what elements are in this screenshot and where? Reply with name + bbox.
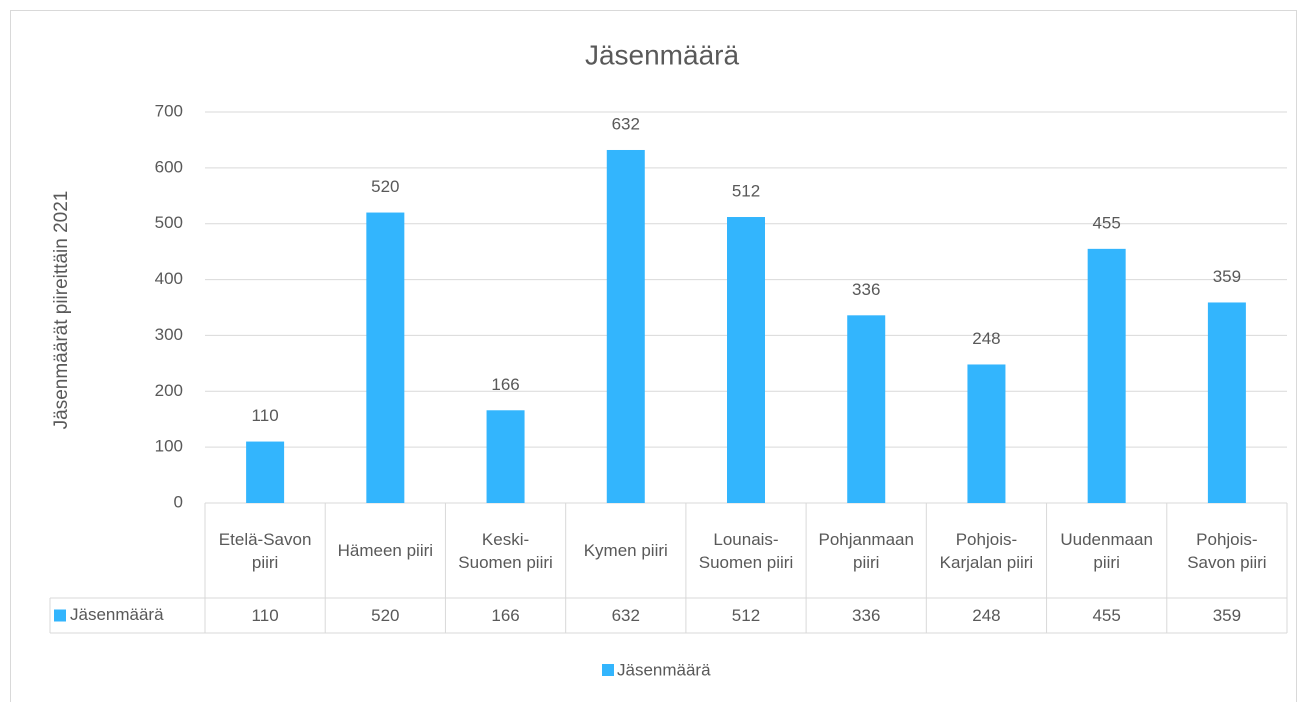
y-tick-label: 500 — [155, 213, 183, 232]
table-value: 248 — [972, 606, 1001, 625]
bar — [246, 441, 285, 503]
bar — [366, 212, 405, 504]
data-label: 512 — [732, 181, 760, 200]
data-label: 632 — [612, 114, 640, 133]
x-tick-label: Pohjois-Savon piiri — [1187, 529, 1267, 572]
table-value: 336 — [852, 606, 881, 625]
y-tick-label: 0 — [174, 492, 183, 511]
y-tick-label: 100 — [155, 437, 183, 456]
table-legend-key — [54, 609, 66, 622]
y-tick-label: 700 — [155, 101, 183, 120]
chart-border — [10, 10, 1297, 702]
data-label: 248 — [972, 329, 1000, 348]
table-value: 632 — [611, 606, 640, 625]
legend-label: Jäsenmäärä — [617, 660, 711, 679]
data-label: 359 — [1213, 267, 1241, 286]
table-value: 110 — [251, 606, 279, 625]
data-label: 110 — [252, 406, 279, 425]
bar — [967, 364, 1006, 503]
bar — [847, 315, 886, 503]
y-tick-label: 200 — [155, 381, 183, 400]
x-tick-label: Etelä-Savon piiri — [218, 529, 312, 572]
table-value: 512 — [731, 606, 761, 625]
data-label: 336 — [852, 280, 880, 299]
x-tick-label: Kymen piiri — [583, 541, 668, 560]
table-value: 359 — [1212, 606, 1242, 625]
x-tick-label: Pohjois-Karjalan piiri — [939, 529, 1034, 572]
data-label: 455 — [1092, 213, 1120, 232]
table-value: 455 — [1092, 606, 1121, 625]
bar — [1207, 302, 1246, 503]
x-tick-label: Keski-Suomen piiri — [458, 529, 553, 572]
table-series-name: Jäsenmäärä — [70, 605, 164, 624]
x-tick-label: Lounais-Suomen piiri — [698, 529, 794, 572]
y-tick-label: 400 — [155, 269, 183, 288]
data-label: 166 — [491, 375, 519, 394]
y-tick-label: 300 — [155, 325, 183, 344]
table-value: 520 — [371, 606, 400, 625]
chart-title: Jäsenmäärä — [585, 39, 740, 70]
bar — [1087, 248, 1126, 503]
x-tick-label: Pohjanmaan piiri — [818, 529, 914, 572]
y-tick-label: 600 — [155, 157, 183, 176]
bar — [727, 217, 765, 504]
bar — [606, 149, 645, 504]
y-axis-title: Jäsenmäärät piireittäin 2021 — [51, 191, 72, 430]
bar — [486, 410, 525, 503]
legend-key — [602, 664, 614, 676]
x-tick-label: Uudenmaan piiri — [1060, 529, 1153, 572]
x-tick-label: Hämeen piiri — [337, 541, 434, 560]
data-label: 520 — [371, 177, 399, 196]
table-value: 166 — [491, 606, 520, 625]
